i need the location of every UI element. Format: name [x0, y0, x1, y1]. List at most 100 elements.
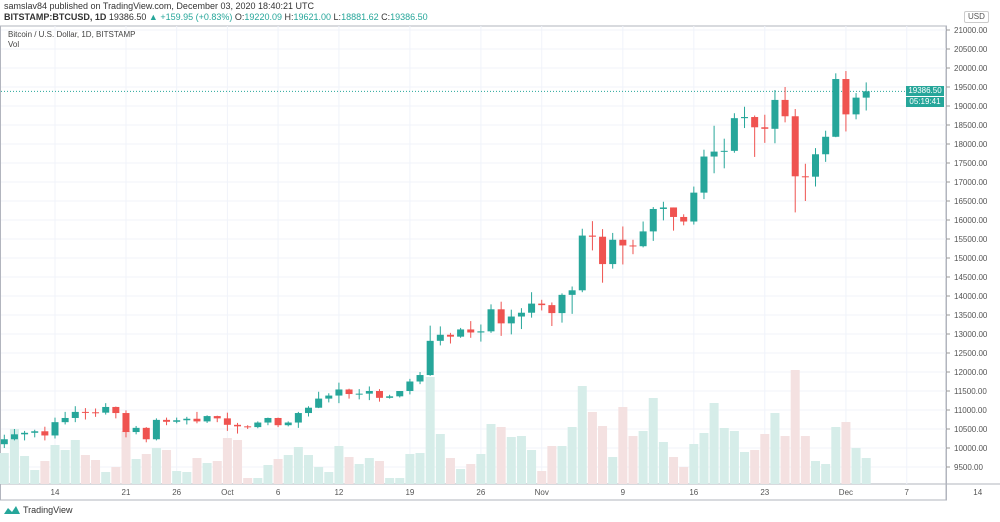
volume-bar — [131, 459, 141, 484]
candle — [31, 429, 39, 438]
candle — [517, 308, 525, 330]
candle — [71, 406, 79, 423]
candle — [487, 304, 495, 333]
price-tick-label: 21000.00 — [954, 26, 988, 35]
candle-body — [254, 422, 262, 428]
candle-body — [528, 303, 536, 313]
candle-body — [163, 419, 171, 422]
candle — [619, 226, 627, 265]
candle — [396, 391, 404, 398]
volume-bar — [466, 464, 476, 484]
candle — [578, 228, 586, 293]
volume-bar — [425, 377, 435, 484]
current-price-label: 19386.50 — [906, 86, 944, 96]
candle — [294, 411, 302, 428]
candle — [92, 408, 100, 417]
candle-body — [720, 150, 728, 152]
volume-bar — [567, 427, 577, 484]
volume-label: Vol — [8, 40, 20, 49]
volume-bar — [283, 455, 293, 484]
symbol-name: BITSTAMP:BTCUSD, 1D — [4, 12, 107, 22]
volume-bar — [141, 454, 151, 484]
volume-bar — [476, 454, 486, 484]
volume-bar — [618, 407, 628, 484]
candle — [609, 232, 617, 269]
candle — [61, 411, 69, 425]
candle — [862, 82, 870, 111]
time-tick-label: 12 — [334, 488, 343, 497]
candle-body — [426, 340, 434, 376]
price-tick-label: 18500.00 — [954, 121, 988, 130]
candle-body — [609, 239, 617, 265]
time-tick-label: 9 — [621, 488, 626, 497]
candle — [274, 417, 282, 428]
candle-body — [751, 117, 759, 128]
candle-body — [416, 375, 424, 382]
volume-bar — [760, 434, 770, 484]
candle-body — [21, 432, 29, 435]
candle — [680, 214, 688, 226]
candle-body — [92, 412, 100, 414]
last-price: 19386.50 — [108, 12, 147, 22]
volume-bar — [841, 422, 851, 484]
candle — [477, 324, 485, 342]
currency-button[interactable]: USD — [964, 11, 989, 23]
price-tick-label: 13000.00 — [954, 330, 988, 339]
candle — [700, 149, 708, 200]
candle-body — [234, 424, 242, 427]
candle-body — [142, 427, 150, 440]
candle-body — [284, 422, 292, 426]
volume-bar — [20, 456, 30, 484]
candle — [132, 425, 140, 435]
candle-body — [680, 216, 688, 222]
candle — [822, 130, 830, 162]
candle-body — [81, 411, 89, 413]
candle — [386, 394, 394, 399]
volume-bar — [263, 465, 273, 484]
candle — [10, 429, 18, 441]
candle-body — [183, 418, 191, 421]
candle-body — [730, 118, 738, 151]
volume-bar — [709, 403, 719, 484]
time-tick-label: 7 — [905, 488, 910, 497]
series-title: Bitcoin / U.S. Dollar, 1D, BITSTAMP — [8, 30, 136, 39]
tradingview-logo[interactable]: TradingView — [4, 505, 73, 515]
time-tick-label: 23 — [760, 488, 769, 497]
volume-bar — [50, 445, 60, 484]
volume-bar — [435, 434, 445, 484]
volume-bar — [486, 424, 496, 484]
candle-body — [122, 413, 130, 433]
candle-body — [102, 406, 110, 413]
volume-bar — [364, 458, 374, 484]
candle-body — [548, 305, 556, 314]
candle — [51, 417, 59, 439]
volume-bar — [415, 453, 425, 484]
candle-body — [71, 411, 79, 418]
candle-body — [274, 417, 282, 426]
time-tick-label: 16 — [689, 488, 698, 497]
candle — [852, 93, 860, 120]
candle — [325, 393, 333, 403]
candle — [436, 326, 444, 346]
candle-body — [517, 312, 525, 317]
volume-bar — [780, 436, 790, 484]
close-value: 19386.50 — [390, 12, 428, 22]
price-tick-label: 14500.00 — [954, 273, 988, 282]
candle — [305, 406, 312, 417]
volume-bar — [324, 472, 334, 484]
candle — [720, 138, 728, 169]
candle-body — [193, 418, 201, 422]
candle-body — [223, 418, 231, 425]
volume-bar — [456, 469, 466, 484]
brand-name: TradingView — [23, 505, 73, 515]
candle-body — [406, 381, 414, 391]
candle-body — [41, 431, 49, 436]
candle-body — [345, 389, 353, 395]
price-tick-label: 14000.00 — [954, 292, 988, 301]
candle — [791, 109, 799, 213]
low-label: L: — [333, 12, 342, 22]
high-value: 19621.00 — [293, 12, 332, 22]
volume-bar — [293, 447, 303, 484]
close-label: C: — [381, 12, 391, 22]
